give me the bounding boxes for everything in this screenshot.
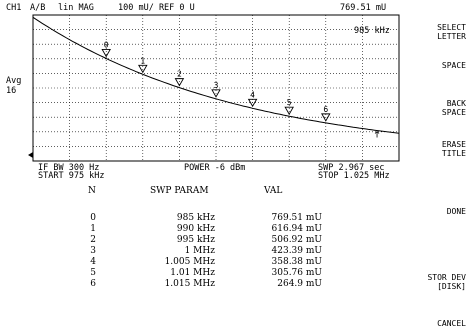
table-cell-val: 506.92 mU — [271, 235, 322, 245]
start-frequency: START 975 kHz — [38, 171, 105, 181]
table-cell-val: 358.38 mU — [271, 257, 322, 267]
table-header-val: VAL — [264, 186, 283, 196]
stop-frequency: STOP 1.025 MHz — [318, 171, 390, 181]
softkey-space[interactable]: SPACE — [442, 61, 466, 70]
marker-4-icon — [247, 98, 258, 108]
marker-label: 1 — [140, 56, 145, 65]
trace-line — [32, 16, 400, 134]
power-level: POWER -6 dBm — [184, 163, 246, 173]
table-cell-n: 6 — [90, 279, 96, 289]
trace — [32, 16, 400, 134]
softkey-back-space[interactable]: BACK SPACE — [442, 99, 466, 117]
softkey-label: CANCEL — [437, 319, 466, 328]
marker-0-icon — [101, 49, 111, 58]
table-cell-param: 990 kHz — [176, 224, 215, 234]
softkey-select-letter[interactable]: SELECT LETTER — [437, 23, 466, 41]
table-cell-n: 5 — [90, 268, 96, 278]
table-cell-param: 1 MHz — [184, 246, 215, 256]
softkey-label: STOR DEV — [427, 273, 466, 282]
table-cell-n: 2 — [90, 235, 96, 245]
channel-label: CH1 — [6, 3, 22, 13]
averaging-count: 16 — [6, 86, 17, 96]
softkey-label: SPACE — [441, 108, 466, 117]
table-cell-param: 995 kHz — [176, 235, 215, 245]
scale-label: 100 mU/ REF 0 U — [118, 3, 195, 13]
table-cell-param: 1.015 MHz — [164, 279, 215, 289]
softkey-label: DONE — [446, 207, 466, 216]
table-header-param: SWP PARAM — [150, 186, 209, 196]
table-header-n: N — [88, 186, 96, 196]
active-marker-arrow-icon — [374, 130, 380, 138]
marker-3-icon — [211, 89, 221, 98]
format-label: lin MAG — [58, 3, 94, 13]
softkey-label: SELECT — [437, 23, 466, 32]
softkey-cancel[interactable]: CANCEL — [437, 319, 466, 328]
marker-5-icon — [284, 106, 294, 116]
reference-pointer — [28, 152, 33, 158]
measurement-label: A/B — [30, 3, 46, 13]
marker-1-icon — [138, 64, 148, 74]
marker-group: 0 1 2 3 4 5 6 — [101, 40, 380, 138]
softkey-erase-title[interactable]: ERASE TITLE — [442, 140, 466, 158]
softkey-done[interactable]: DONE — [447, 207, 466, 216]
softkey-store-device[interactable]: STOR DEV [DISK] — [427, 273, 466, 291]
marker-2-icon — [174, 78, 185, 87]
averaging-label: Avg — [6, 76, 22, 86]
marker-label: 0 — [104, 40, 109, 49]
table-column-val: 769.51 mU 616.94 mU 506.92 mU 423.39 mU 358.… — [232, 213, 322, 290]
table-cell-val: 616.94 mU — [271, 224, 322, 234]
if-bandwidth: IF BW 300 Hz — [38, 163, 100, 173]
marker-6-icon — [321, 113, 331, 122]
table-cell-val: 305.76 mU — [271, 268, 322, 278]
marker-label: 4 — [250, 90, 255, 99]
table-cell-n: 1 — [90, 224, 96, 234]
marker-frequency: 985 kHz — [354, 26, 390, 36]
softkey-label: ERASE — [441, 140, 466, 149]
softkey-label: [DISK] — [437, 282, 466, 291]
marker-value: 769.51 mU — [340, 3, 387, 13]
table-cell-n: 3 — [90, 246, 96, 256]
marker-label: 3 — [214, 81, 219, 90]
table-cell-n: 4 — [90, 257, 96, 267]
marker-label: 2 — [177, 70, 182, 79]
table-cell-val: 264.9 mU — [277, 279, 322, 289]
table-cell-param: 985 kHz — [176, 213, 215, 223]
table-cell-val: 769.51 mU — [271, 213, 322, 223]
graticule-grid — [33, 15, 399, 161]
softkey-label: TITLE — [441, 149, 466, 158]
softkey-label: BACK — [446, 99, 466, 108]
marker-label: 5 — [287, 98, 292, 107]
table-cell-param: 1.005 MHz — [164, 257, 215, 267]
marker-label: 6 — [323, 105, 328, 114]
table-cell-val: 423.39 mU — [271, 246, 322, 256]
table-column-param: 985 kHz 990 kHz 995 kHz 1 MHz 1.005 MHz 1.01 … — [110, 213, 215, 290]
table-cell-n: 0 — [90, 213, 96, 223]
softkey-label: LETTER — [437, 32, 466, 41]
softkey-label: SPACE — [441, 61, 466, 70]
table-cell-param: 1.01 MHz — [170, 268, 215, 278]
sweep-time: SWP 2.967 sec — [318, 163, 385, 173]
